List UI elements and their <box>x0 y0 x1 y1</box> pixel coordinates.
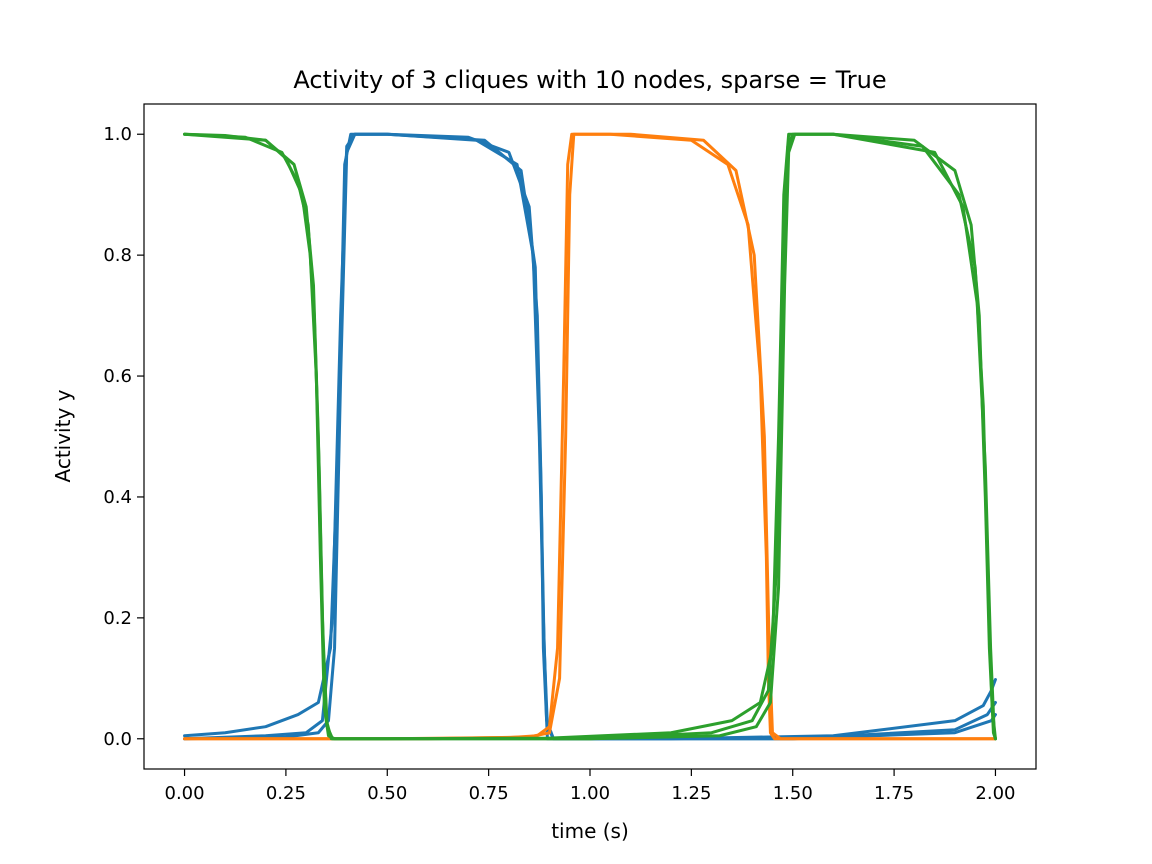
series-line-6 <box>183 132 997 741</box>
x-axis-label: time (s) <box>551 819 629 843</box>
x-tick-label: 1.50 <box>773 783 813 804</box>
x-tick-label: 1.25 <box>671 783 711 804</box>
y-tick-label: 0.0 <box>103 729 132 750</box>
x-tick-label: 1.00 <box>570 783 610 804</box>
y-tick-label: 0.8 <box>103 245 132 266</box>
x-tick-label: 2.00 <box>975 783 1015 804</box>
series-layer <box>183 132 997 741</box>
plot-area-frame <box>143 103 1037 770</box>
y-tick-label: 0.2 <box>103 608 132 629</box>
series-line-3 <box>183 132 997 741</box>
x-tick-label: 1.75 <box>874 783 914 804</box>
y-axis-ticks: 0.0 0.2 0.4 0.6 0.8 1.0 <box>103 124 144 750</box>
x-tick-label: 0.00 <box>165 783 205 804</box>
series-line-8 <box>183 132 997 741</box>
x-tick-label: 0.75 <box>469 783 509 804</box>
y-tick-label: 0.4 <box>103 487 132 508</box>
y-tick-label: 1.0 <box>103 124 132 145</box>
y-axis-label: Activity y <box>51 389 75 482</box>
chart-title: Activity of 3 cliques with 10 nodes, spa… <box>293 66 886 94</box>
x-tick-label: 0.50 <box>367 783 407 804</box>
x-tick-label: 0.25 <box>266 783 306 804</box>
x-axis-ticks: 0.00 0.25 0.50 0.75 1.00 1.25 1.50 1.75 2.00 <box>165 769 1015 804</box>
y-tick-label: 0.6 <box>103 366 132 387</box>
